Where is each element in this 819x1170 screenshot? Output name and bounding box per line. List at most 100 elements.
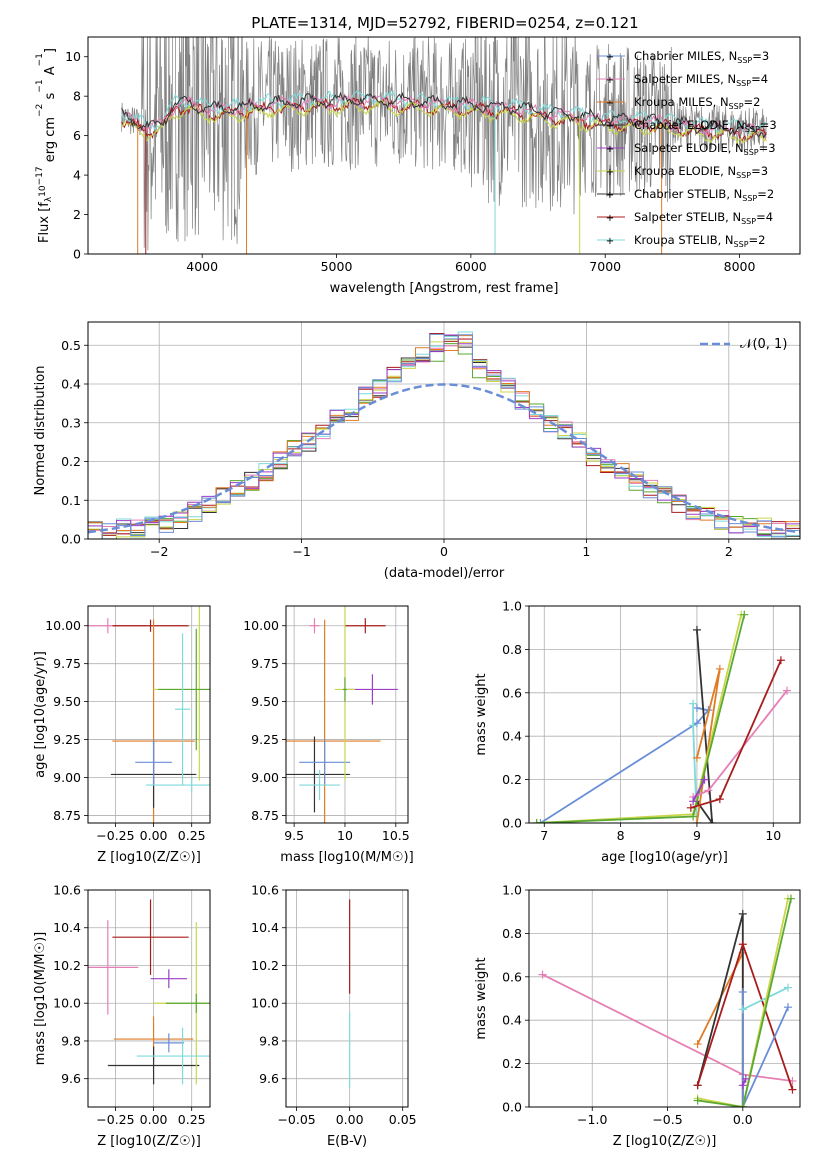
tick-label-x: 5000 xyxy=(321,259,353,274)
marker-purple xyxy=(738,1081,747,1090)
marker-purple xyxy=(689,797,698,806)
legend-sub: SSP xyxy=(736,79,751,88)
tick-label-x: 6000 xyxy=(455,259,487,274)
series-cyan xyxy=(742,986,789,1011)
tick-label-y: 0.2 xyxy=(502,772,522,787)
legend-label: Kroupa MILES, NSSP=2 xyxy=(634,95,760,111)
tick-label-x: 9.5 xyxy=(284,828,304,843)
panel-z-age: −0.25 0.00 0.25 8.75 9.00 9.25 9.50 9.75 10.00 Z … xyxy=(33,605,211,865)
tick-label-y: 8.75 xyxy=(53,808,81,823)
normal-curve xyxy=(88,383,800,534)
marker-blue xyxy=(783,1003,792,1012)
ylabel-part: −1 xyxy=(35,53,45,66)
tick-label-y: 0.0 xyxy=(502,816,522,831)
legend-rest: =3 xyxy=(752,49,769,63)
spectrum-model-black xyxy=(121,91,767,139)
tick-label-x: 0.00 xyxy=(140,1112,168,1127)
tick-label-y: 10.4 xyxy=(251,920,279,935)
tick-label-x: 10 xyxy=(337,828,353,843)
marker-orange xyxy=(692,753,701,762)
tick-label-x: −0.5 xyxy=(652,1112,682,1127)
axes-frame xyxy=(87,36,801,255)
axes-frame xyxy=(285,605,409,824)
marker-black xyxy=(738,909,747,918)
marker-red xyxy=(788,1085,797,1094)
tick-label-x: 0.25 xyxy=(178,828,206,843)
tick-label-y: 0.8 xyxy=(502,926,522,941)
xlabel: (data-model)/error xyxy=(384,566,505,581)
ylabel-part: Flux [f xyxy=(37,202,52,243)
ylabel: mass [log10(M/M☉)] xyxy=(33,932,48,1065)
plot-area xyxy=(121,37,767,254)
ylabel-part: λ xyxy=(44,196,54,202)
ylabel: age [log10(age/yr)] xyxy=(33,651,48,778)
tick-label-x: −0.05 xyxy=(277,1112,315,1127)
plot-area xyxy=(88,606,210,823)
tick-label-y: 10.0 xyxy=(251,996,279,1011)
tick-label-x: 0.25 xyxy=(178,1112,206,1127)
legend-label: Kroupa ELODIE, NSSP=3 xyxy=(634,164,768,180)
legend-sub: SSP xyxy=(742,194,757,203)
legend-rest: =2 xyxy=(757,187,774,201)
tick-label-y: 10 xyxy=(65,49,81,64)
tick-label-y: 9.8 xyxy=(61,1033,81,1048)
tick-label-x: 9 xyxy=(693,828,701,843)
tick-label-x: 0.00 xyxy=(140,828,168,843)
marker-cyan xyxy=(689,721,698,730)
marker-green xyxy=(786,894,795,903)
tick-label-x: 8 xyxy=(617,828,625,843)
plot-area xyxy=(88,899,210,1085)
ylabel-part: −2 xyxy=(35,104,45,117)
marker-orange xyxy=(715,664,724,673)
axes-frame xyxy=(87,889,211,1108)
marker-red xyxy=(776,656,785,665)
tick-label-y: 9.25 xyxy=(251,732,279,747)
series-blue xyxy=(741,992,789,1107)
plot-area xyxy=(88,331,800,539)
tick-label-y: 10.0 xyxy=(53,996,81,1011)
tick-label-x: 7000 xyxy=(589,259,621,274)
ylabel-part: ] xyxy=(43,48,58,53)
tick-label-y: 9.50 xyxy=(251,694,279,709)
legend-rest: =3 xyxy=(759,141,776,155)
series-purple xyxy=(692,779,706,802)
legend-marker: + xyxy=(606,75,614,86)
tick-label-y: 0.2 xyxy=(61,454,81,469)
axes-frame xyxy=(528,889,801,1108)
legend-rest: =2 xyxy=(744,95,761,109)
tick-label-y: 6 xyxy=(73,128,81,143)
marker-black xyxy=(708,819,717,823)
legend-marker: + xyxy=(606,167,614,178)
legend-marker: + xyxy=(606,213,614,224)
tick-label-y: 9.6 xyxy=(61,1071,81,1086)
legend-label: Salpeter ELODIE, NSSP=3 xyxy=(634,141,776,157)
histogram-purple xyxy=(88,334,800,536)
tick-label-y: 0.4 xyxy=(502,729,522,744)
tick-label-x: −2 xyxy=(150,544,168,559)
axes-frame xyxy=(285,889,409,1108)
plot-area xyxy=(538,894,797,1107)
tick-label-y: 10.00 xyxy=(45,618,81,633)
series-orange xyxy=(696,952,744,1107)
tick-label-y: 9.25 xyxy=(53,732,81,747)
legend-label: Salpeter MILES, NSSP=4 xyxy=(634,72,768,88)
series-yellow xyxy=(697,898,789,1107)
tick-label-y: 10.00 xyxy=(243,618,279,633)
series-blue xyxy=(540,707,711,823)
legend-sub: SSP xyxy=(745,125,760,134)
tick-label-y: 0.0 xyxy=(61,532,81,547)
legend-marker: + xyxy=(606,98,614,109)
xlabel: Z [log10(Z/Z☉)] xyxy=(97,850,201,865)
ylabel: mass weight xyxy=(474,673,489,755)
marker-red xyxy=(715,795,724,804)
legend-rest: =4 xyxy=(751,72,768,86)
tick-label-y: 9.6 xyxy=(259,1071,279,1086)
legend-residuals: 𝒩(0, 1) xyxy=(700,337,787,352)
panel-z-weight: −1.0 −0.5 0.0 0.0 0.2 0.4 0.6 0.8 1.0 Z [log10(Z/… xyxy=(474,883,801,1149)
tick-label-x: 10.5 xyxy=(382,828,410,843)
legend-label: Chabrier MILES, NSSP=3 xyxy=(634,49,769,65)
tick-label-y: 0.4 xyxy=(61,377,81,392)
tick-label-y: 10.2 xyxy=(53,958,81,973)
tick-label-x: 10 xyxy=(765,828,781,843)
